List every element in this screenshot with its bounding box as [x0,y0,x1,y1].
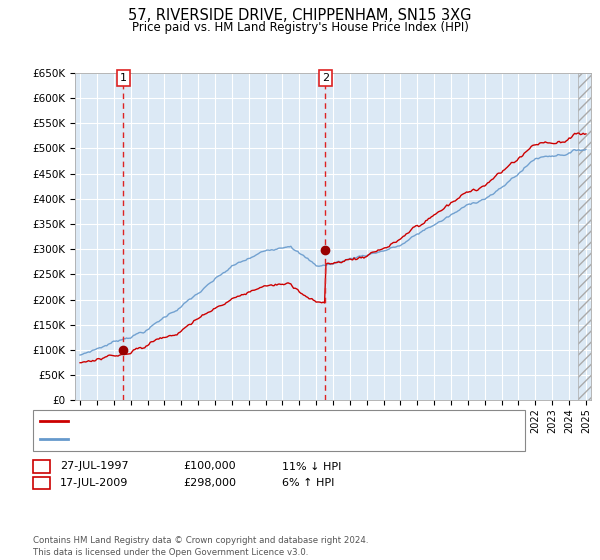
Text: Contains HM Land Registry data © Crown copyright and database right 2024.
This d: Contains HM Land Registry data © Crown c… [33,536,368,557]
Text: 57, RIVERSIDE DRIVE, CHIPPENHAM, SN15 3XG: 57, RIVERSIDE DRIVE, CHIPPENHAM, SN15 3X… [128,8,472,24]
Text: 2: 2 [38,478,45,488]
Text: £298,000: £298,000 [183,478,236,488]
Text: HPI: Average price, detached house, Wiltshire: HPI: Average price, detached house, Wilt… [72,435,322,444]
Text: 11% ↓ HPI: 11% ↓ HPI [282,461,341,472]
Text: 57, RIVERSIDE DRIVE, CHIPPENHAM, SN15 3XG (detached house): 57, RIVERSIDE DRIVE, CHIPPENHAM, SN15 3X… [72,417,430,426]
Text: 1: 1 [38,461,45,472]
Text: 1: 1 [120,73,127,83]
Text: 17-JUL-2009: 17-JUL-2009 [60,478,128,488]
Text: 2: 2 [322,73,329,83]
Text: 27-JUL-1997: 27-JUL-1997 [60,461,128,472]
Text: 6% ↑ HPI: 6% ↑ HPI [282,478,334,488]
Text: £100,000: £100,000 [183,461,236,472]
Text: Price paid vs. HM Land Registry's House Price Index (HPI): Price paid vs. HM Land Registry's House … [131,21,469,34]
